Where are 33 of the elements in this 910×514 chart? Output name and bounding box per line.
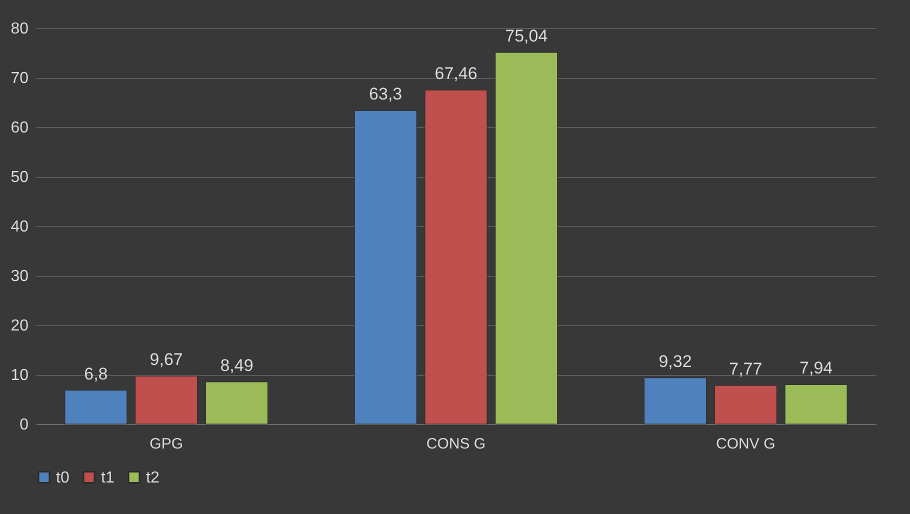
y-tick-label: 30 [10,268,29,285]
y-tick-label: 80 [10,20,29,38]
legend-label: t0 [56,469,70,486]
data-label: 6,8 [84,364,108,384]
data-label: 7,77 [729,360,762,379]
y-tick-label: 20 [10,318,29,334]
legend-label: t1 [101,469,114,486]
y-tick-label: 60 [10,120,29,136]
x-tick-label: CONS G [426,436,486,452]
bar [64,390,128,424]
legend-label: t2 [146,469,160,486]
x-tick-label: GPG [150,436,184,452]
bar [784,384,848,424]
data-label: 75,04 [505,26,548,46]
bar [714,385,777,424]
data-label: 67,46 [434,64,478,84]
data-label: 7,94 [800,358,833,378]
bar [424,90,488,424]
y-tick-label: 40 [10,218,29,236]
bar [135,376,198,424]
x-tick-label: CONV G [716,436,776,452]
data-label: 63,3 [369,84,402,104]
data-label: 9,67 [150,350,183,370]
bar [495,52,558,424]
bar [644,378,706,424]
bar [354,110,417,424]
data-label: 8,49 [220,356,254,375]
y-tick-label: 0 [20,416,29,434]
bar [206,382,268,424]
y-tick-label: 70 [10,70,29,87]
data-label: 9,32 [658,352,692,371]
y-tick-label: 50 [10,169,29,186]
y-tick-label: 10 [10,367,29,384]
